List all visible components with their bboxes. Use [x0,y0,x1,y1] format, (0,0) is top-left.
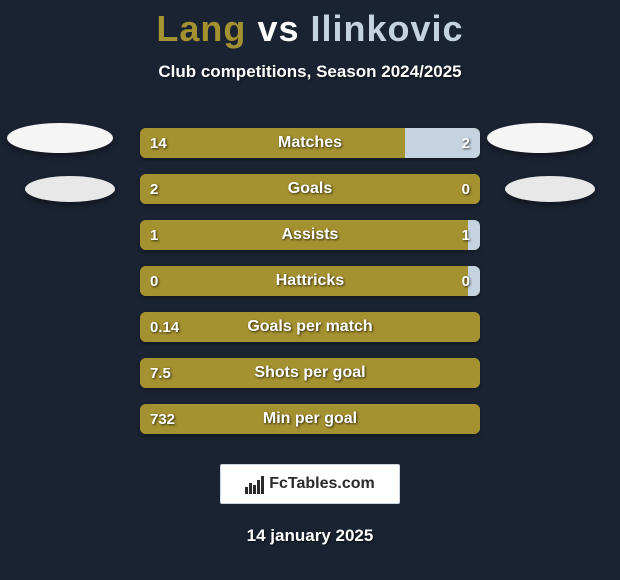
stat-bar: Goals per match0.14 [140,312,480,342]
stat-row: Min per goal732 [0,396,620,442]
stat-value-right: 0 [462,181,470,198]
stat-row: Assists11 [0,212,620,258]
stat-bar-left-fill [140,220,468,250]
stat-value-right: 1 [462,227,470,244]
stat-row: Matches142 [0,120,620,166]
stat-bar: Goals20 [140,174,480,204]
stat-bar-left-fill [140,266,468,296]
stat-rows-container: Matches142Goals20Assists11Hattricks00Goa… [0,120,620,442]
stat-bar-left-fill [140,358,480,388]
brand-text: FcTables.com [269,475,375,493]
stat-value-right: 2 [462,135,470,152]
player-left-name: Lang [156,8,246,49]
brand-badge: FcTables.com [220,464,400,504]
stat-value-left: 2 [150,181,158,198]
stat-row: Shots per goal7.5 [0,350,620,396]
comparison-title: Lang vs Ilinkovic [0,0,620,50]
stat-bar: Hattricks00 [140,266,480,296]
subtitle: Club competitions, Season 2024/2025 [0,62,620,82]
stat-bar: Min per goal732 [140,404,480,434]
stat-value-left: 0 [150,273,158,290]
player-right-name: Ilinkovic [311,8,464,49]
stat-row: Goals20 [0,166,620,212]
stat-row: Goals per match0.14 [0,304,620,350]
vs-label: vs [257,8,299,49]
stat-value-left: 732 [150,411,175,428]
stat-value-left: 1 [150,227,158,244]
stat-bar: Shots per goal7.5 [140,358,480,388]
stat-value-left: 14 [150,135,167,152]
stat-value-left: 7.5 [150,365,171,382]
bar-chart-icon [245,474,265,494]
stat-bar-left-fill [140,404,480,434]
stat-bar-left-fill [140,128,405,158]
stat-bar: Matches142 [140,128,480,158]
stat-bar: Assists11 [140,220,480,250]
stat-value-left: 0.14 [150,319,179,336]
date-label: 14 january 2025 [0,526,620,546]
stat-row: Hattricks00 [0,258,620,304]
stat-value-right: 0 [462,273,470,290]
stat-bar-left-fill [140,174,480,204]
stat-bar-left-fill [140,312,480,342]
